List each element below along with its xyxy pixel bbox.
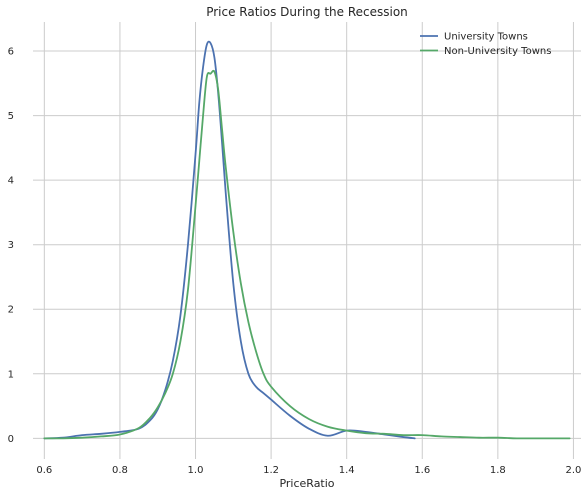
legend: University Towns Non-University Towns [420, 32, 551, 57]
series-line-2 [43, 69, 571, 440]
x-tick-label: 1.6 [414, 465, 430, 476]
x-tick-label: 0.6 [36, 465, 52, 476]
x-tick-label: 1.0 [188, 465, 204, 476]
y-tick-label: 3 [8, 240, 14, 251]
x-tick-label: 1.8 [490, 465, 506, 476]
x-tick-label: 0.8 [112, 465, 128, 476]
y-tick-label: 1 [8, 369, 14, 380]
x-tick-label: 1.4 [339, 465, 355, 476]
x-axis-label: PriceRatio [279, 477, 334, 490]
grid [33, 22, 581, 459]
chart-title: Price Ratios During the Recession [206, 5, 408, 19]
y-tick-label: 6 [8, 47, 14, 58]
plot-area [33, 22, 581, 459]
y-tick-label: 2 [8, 305, 14, 316]
tick-labels: 0.6 0.8 1.0 1.2 1.4 1.6 1.8 2.0 0 1 2 3 4 5 6 [8, 47, 582, 476]
x-tick-label: 2.0 [565, 465, 581, 476]
series-line-1 [43, 40, 416, 440]
y-tick-label: 4 [8, 176, 14, 187]
series-layer [43, 40, 571, 440]
legend-label: Non-University Towns [444, 46, 551, 57]
y-tick-label: 5 [8, 111, 14, 122]
x-tick-label: 1.2 [263, 465, 279, 476]
legend-label: University Towns [444, 32, 528, 43]
y-tick-label: 0 [8, 434, 14, 445]
